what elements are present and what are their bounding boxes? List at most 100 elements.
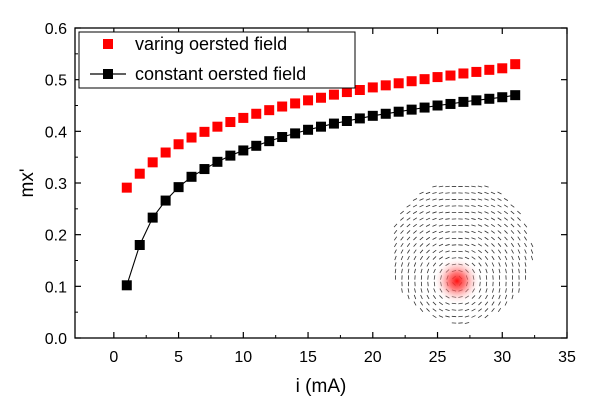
inset-vector-arrow xyxy=(517,223,521,228)
inset-vector-arrow xyxy=(504,255,508,261)
inset-vector-arrow xyxy=(484,243,489,247)
data-point-varying xyxy=(497,63,508,74)
inset-vector-arrow xyxy=(432,301,437,306)
inset-vector-arrow xyxy=(471,192,476,194)
inset-vector-arrow xyxy=(445,250,450,253)
data-point-varying xyxy=(393,78,404,89)
y-tick-label: 0.5 xyxy=(45,73,67,90)
data-point-constant xyxy=(147,212,158,223)
inset-vector-arrow xyxy=(471,256,476,260)
inset-vector-arrow xyxy=(432,237,437,240)
inset-vector-arrow xyxy=(498,255,501,261)
data-point-constant xyxy=(238,145,249,156)
inset-vector-arrow xyxy=(497,223,502,228)
inset-vector-arrow xyxy=(518,268,520,274)
inset-vector-arrow xyxy=(497,236,502,241)
inset-vector-arrow xyxy=(510,236,515,241)
inset-vector-arrow xyxy=(464,231,470,233)
data-point-varying xyxy=(186,132,197,143)
y-tick-label: 0.1 xyxy=(45,279,67,296)
data-point-varying xyxy=(264,105,275,116)
data-point-constant xyxy=(212,156,223,167)
data-point-constant xyxy=(367,110,378,121)
inset-vector-arrow xyxy=(445,308,450,312)
inset-vector-arrow xyxy=(524,262,527,267)
data-point-varying xyxy=(316,92,326,103)
inset-vector-arrow xyxy=(438,218,444,220)
inset-vector-arrow xyxy=(511,268,514,274)
inset-vector-arrow xyxy=(477,192,483,194)
inset-vector-arrow xyxy=(407,288,410,293)
inset-vector-arrow xyxy=(490,198,496,201)
inset-vector-arrow xyxy=(485,288,488,293)
inset-vector-arrow xyxy=(464,244,470,246)
inset-vector-arrow xyxy=(406,236,411,241)
inset-vector-arrow xyxy=(445,302,450,305)
inset-vector-arrow xyxy=(419,243,424,247)
inset-vector-arrow xyxy=(471,230,476,234)
inset-vector-arrow xyxy=(433,288,436,293)
inset-vector-arrow xyxy=(484,224,489,227)
inset-vector-arrow xyxy=(438,308,444,312)
inset-vector-arrow xyxy=(471,211,476,214)
inset-vector-arrow xyxy=(394,262,397,267)
inset-vector-arrow xyxy=(400,210,404,215)
data-point-constant xyxy=(458,96,469,107)
inset-vector-arrow xyxy=(477,198,483,201)
data-point-constant xyxy=(497,92,508,103)
inset-vector-arrow xyxy=(393,223,398,228)
inset-vector-arrow xyxy=(420,262,423,267)
inset-vector-arrow xyxy=(414,288,416,293)
inset-vector-arrow xyxy=(484,230,489,234)
data-point-varying xyxy=(354,85,365,95)
data-point-varying xyxy=(510,59,521,70)
inset-vector-arrow xyxy=(530,255,534,261)
inset-vector-arrow xyxy=(406,217,411,221)
inset-vector-arrow xyxy=(432,314,437,319)
inset-vector-arrow xyxy=(478,288,482,293)
inset-vector-arrow xyxy=(497,249,502,254)
inset-vector-arrow xyxy=(420,288,423,293)
inset-vector-arrow xyxy=(413,223,417,228)
inset-vector-arrow xyxy=(394,255,397,261)
inset-vector-arrow xyxy=(419,198,424,201)
data-point-constant xyxy=(121,280,132,291)
inset-vector-arrow xyxy=(477,243,483,247)
inset-vector-arrow xyxy=(497,307,502,313)
x-tick-label: 35 xyxy=(558,349,576,366)
data-point-constant xyxy=(160,195,171,206)
data-point-constant xyxy=(393,106,404,117)
x-tick-label: 0 xyxy=(109,349,118,366)
inset-vector-arrow xyxy=(400,230,404,234)
inset-vector-arrow xyxy=(504,301,508,306)
inset-vector-arrow xyxy=(492,288,494,293)
inset-vector-arrow xyxy=(400,223,404,228)
inset-vector-arrow xyxy=(490,211,496,214)
inset-vector-arrow xyxy=(517,242,521,248)
data-point-varying xyxy=(212,121,223,132)
inset-vector-arrow xyxy=(511,288,514,293)
inset-vector-arrow xyxy=(477,224,483,227)
inset-vector-arrow xyxy=(478,268,482,274)
data-point-varying xyxy=(328,89,339,100)
inset-vector-arrow xyxy=(406,210,411,215)
inset-vector-arrow xyxy=(510,223,515,228)
inset-vector-arrow xyxy=(524,242,527,248)
data-point-varying xyxy=(173,139,184,150)
inset-vector-arrow xyxy=(438,315,444,318)
inset-vector-arrow xyxy=(425,204,431,208)
inset-vector-arrow xyxy=(464,211,470,214)
inset-vector-arrow xyxy=(445,244,450,246)
inset-vector-arrow xyxy=(426,301,430,306)
inset-vector-arrow xyxy=(432,217,437,221)
inset-vector-arrow xyxy=(400,242,404,248)
data-point-varying xyxy=(147,157,158,168)
inset-vector-arrow xyxy=(401,288,403,293)
inset-vector-arrow xyxy=(458,309,463,311)
inset-vector-arrow xyxy=(445,237,450,240)
inset-vector-arrow xyxy=(412,204,418,208)
inset-vector-arrow xyxy=(426,268,430,274)
inset-vector-arrow xyxy=(511,249,514,254)
inset-vector-arrow xyxy=(497,198,502,201)
inset-vector-arrow xyxy=(477,230,483,234)
